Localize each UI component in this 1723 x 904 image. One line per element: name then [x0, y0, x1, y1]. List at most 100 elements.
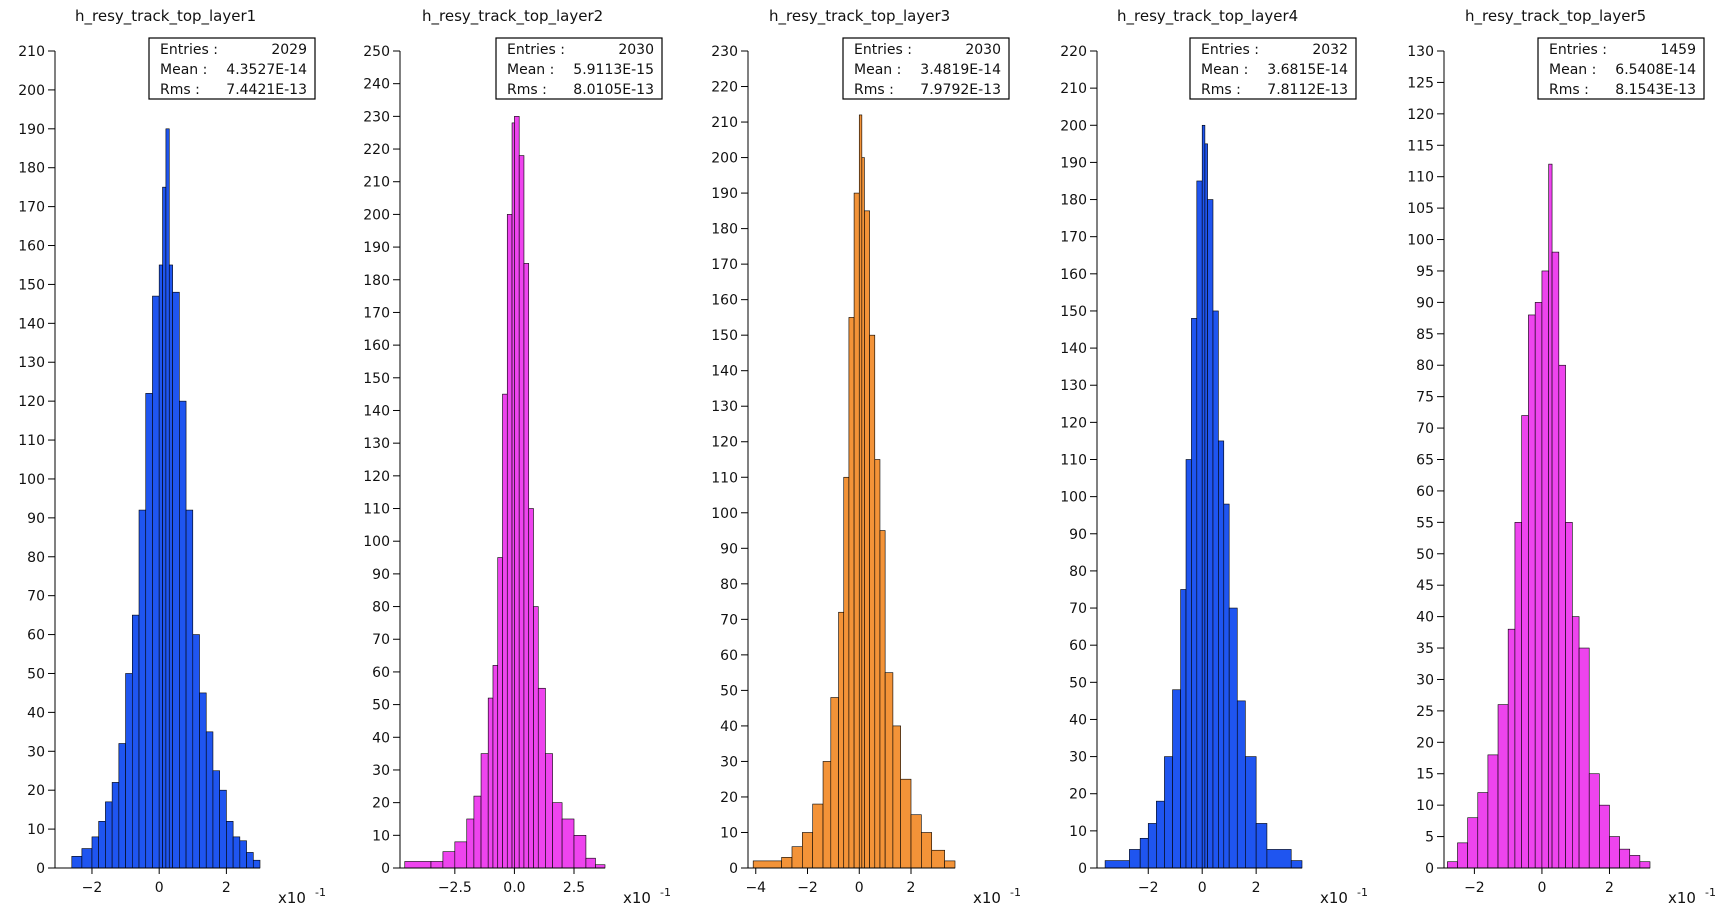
y-tick-label: 200: [711, 151, 738, 167]
histogram-bar: [506, 214, 513, 869]
y-tick-label: 40: [1416, 610, 1434, 626]
chart-panel-1: h_resy_track_top_layer101020304050607080…: [18, 7, 326, 904]
histogram-bar: [1514, 522, 1522, 869]
stats-box-frame: [495, 37, 663, 100]
histogram-bar: [404, 861, 432, 869]
y-tick-label: 0: [381, 861, 390, 877]
histogram-bar: [212, 770, 220, 869]
y-tick-label: 250: [363, 44, 390, 60]
y-tick-label: 50: [372, 698, 390, 714]
x-scale-exponent: -1: [1357, 886, 1368, 899]
chart-panel-4: h_resy_track_top_layer401020304050607080…: [1060, 7, 1368, 904]
stats-rms-label: Rms :: [1201, 82, 1241, 98]
chart-panel-2: h_resy_track_top_layer201020304050607080…: [363, 7, 671, 904]
y-tick-label: 140: [1060, 341, 1087, 357]
histogram-bar: [502, 393, 508, 869]
y-tick-label: 120: [1060, 415, 1087, 431]
y-tick-label: 5: [1425, 830, 1434, 846]
histogram-bar: [921, 832, 933, 869]
x-tick-label: −2: [1464, 880, 1485, 896]
histogram-bar: [145, 393, 153, 869]
y-tick-label: 210: [711, 115, 738, 131]
y-tick-label: 10: [720, 825, 738, 841]
histogram-bar: [523, 263, 530, 869]
histogram-bar: [848, 317, 855, 869]
histogram-bar: [1156, 800, 1165, 869]
y-tick-label: 20: [27, 783, 45, 799]
histogram-bar: [1180, 589, 1187, 869]
y-tick-label: 0: [36, 861, 45, 877]
y-tick-label: 0: [729, 861, 738, 877]
histogram-bar: [492, 665, 499, 869]
y-tick-label: 160: [18, 239, 45, 255]
histogram-bar: [561, 818, 575, 869]
histogram-bar: [1528, 314, 1536, 869]
y-tick-label: 130: [363, 436, 390, 452]
x-scale-label: x10: [973, 889, 1001, 904]
y-tick-label: 90: [1416, 295, 1434, 311]
y-tick-label: 90: [27, 511, 45, 527]
y-tick-label: 40: [720, 719, 738, 735]
stats-rms-value: 8.0105E-13: [573, 82, 654, 98]
y-tick-label: 90: [720, 541, 738, 557]
stats-entries-value: 2030: [965, 42, 1001, 58]
y-tick-label: 40: [1069, 712, 1087, 728]
chart-title: h_resy_track_top_layer2: [422, 7, 603, 26]
y-tick-label: 160: [363, 338, 390, 354]
y-tick-label: 110: [1060, 453, 1087, 469]
histogram-bar: [232, 836, 241, 869]
chart-title: h_resy_track_top_layer3: [769, 7, 950, 26]
stats-rms-value: 8.1543E-13: [1615, 82, 1696, 98]
y-tick-label: 50: [720, 683, 738, 699]
y-tick-label: 130: [18, 355, 45, 371]
histogram-bar: [1548, 163, 1553, 869]
y-tick-label: 105: [1407, 201, 1434, 217]
stats-mean-value: 5.9113E-15: [573, 62, 654, 78]
y-tick-label: 180: [18, 161, 45, 177]
histogram-bar: [1599, 804, 1610, 869]
y-tick-label: 20: [1069, 787, 1087, 803]
y-tick-label: 140: [18, 316, 45, 332]
y-tick-label: 170: [711, 257, 738, 273]
y-tick-label: 120: [18, 394, 45, 410]
y-tick-label: 0: [1425, 861, 1434, 877]
stats-mean-label: Mean :: [854, 62, 901, 78]
x-tick-label: −4: [745, 880, 766, 896]
stats-entries-label: Entries :: [1549, 42, 1607, 58]
y-tick-label: 190: [711, 186, 738, 202]
histogram-bar: [205, 731, 214, 869]
y-tick-label: 170: [18, 200, 45, 216]
stats-entries-value: 2032: [1312, 42, 1348, 58]
histogram-bar: [454, 841, 468, 869]
stats-mean-value: 3.4819E-14: [920, 62, 1001, 78]
y-tick-label: 85: [1416, 327, 1434, 343]
x-tick-label: −2.5: [438, 880, 472, 896]
y-tick-label: 190: [18, 122, 45, 138]
y-tick-label: 90: [372, 567, 390, 583]
x-tick-label: 2.5: [563, 880, 585, 896]
histogram-bar: [1139, 837, 1149, 869]
stats-box: Entries : 2030 Mean : 5.9113E-15 Rms : 8.0105…: [495, 37, 663, 100]
y-tick-label: 150: [711, 328, 738, 344]
stats-box-frame: [842, 37, 1010, 100]
y-tick-label: 160: [711, 293, 738, 309]
histogram-bar: [533, 606, 539, 869]
histogram-bar: [98, 821, 106, 869]
histogram-bar: [853, 192, 860, 869]
y-tick-label: 20: [372, 796, 390, 812]
x-scale-label: x10: [623, 889, 651, 904]
y-tick-label: 30: [1069, 750, 1087, 766]
histogram-bar: [1255, 823, 1268, 869]
x-tick-label: 0: [155, 880, 164, 896]
stats-box: Entries : 2032 Mean : 3.6815E-14 Rms : 7.8112…: [1189, 37, 1357, 100]
stats-rms-label: Rms :: [854, 82, 894, 98]
y-tick-label: 60: [1069, 638, 1087, 654]
histogram-bar: [165, 128, 170, 869]
y-tick-label: 30: [1416, 672, 1434, 688]
stats-mean-label: Mean :: [507, 62, 554, 78]
histogram-bar: [1497, 704, 1509, 869]
y-tick-label: 80: [27, 550, 45, 566]
histogram-bar: [812, 803, 824, 869]
histogram-bar: [1477, 792, 1489, 869]
y-tick-label: 170: [1060, 230, 1087, 246]
